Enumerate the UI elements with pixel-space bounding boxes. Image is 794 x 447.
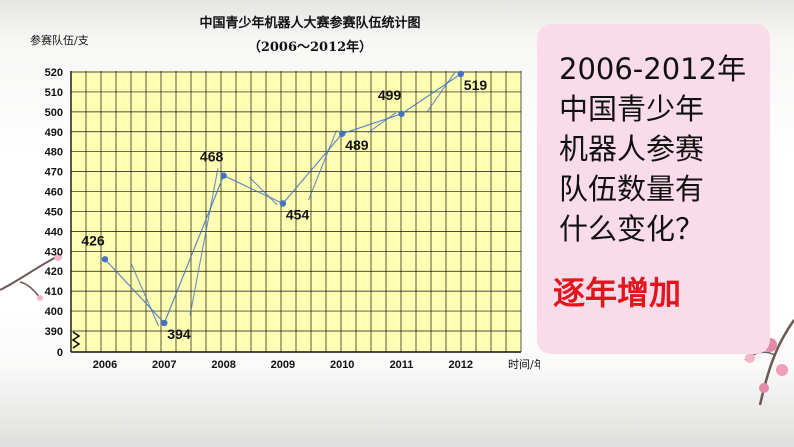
line-chart: 中国青少年机器人大赛参赛队伍统计图 （2006～2012年） 参赛队伍/支 时间… [30, 15, 540, 371]
series-line-segment-offset [367, 112, 397, 134]
series-line-segment-offset [308, 130, 338, 201]
x-tick-label: 2011 [390, 359, 414, 371]
data-label: 519 [464, 77, 488, 93]
question-line-5: 什么变化？ [559, 212, 705, 246]
x-tick-label: 2006 [93, 359, 117, 371]
y-tick-label: 490 [45, 127, 63, 139]
y-tick-label: 460 [45, 187, 63, 199]
x-tick-label: 2008 [211, 359, 235, 371]
series-point [339, 130, 346, 137]
y-tick-label: 500 [45, 107, 63, 119]
chart-title: 中国青少年机器人大赛参赛队伍统计图 [199, 15, 420, 31]
series-line-segment [223, 175, 284, 205]
series-line-segment-offset [189, 168, 219, 316]
data-label: 468 [200, 149, 224, 165]
series-line-segment-offset [426, 71, 456, 113]
data-label: 489 [345, 137, 369, 153]
series-point [398, 110, 405, 118]
series-line-segment-offset [248, 176, 278, 206]
data-label: 454 [286, 206, 310, 222]
answer-text: 逐年增加 [553, 274, 682, 312]
question-line-2: 中国青少年 [559, 92, 705, 126]
series-line-segment-offset [130, 262, 160, 327]
y-tick-label: 480 [45, 147, 63, 159]
x-tick-label: 2010 [330, 359, 354, 371]
y-tick-label: 510 [45, 87, 63, 99]
series-line-segment [401, 73, 462, 115]
y-tick-label: 410 [45, 286, 63, 298]
series-point [161, 319, 168, 327]
y-tick-label: 520 [45, 67, 63, 79]
question-line-3: 机器人参赛 [559, 132, 705, 166]
data-label: 426 [81, 232, 105, 248]
question-line-4: 队伍数量有 [559, 172, 705, 206]
x-axis-label: 时间/年 [508, 357, 540, 371]
y-tick-label: 390 [45, 326, 63, 338]
data-label: 394 [167, 326, 191, 342]
question-panel: 2006-2012年 中国青少年 机器人参赛 队伍数量有 什么变化？ 逐年增加 [537, 24, 770, 354]
x-tick-label: 2012 [449, 359, 473, 371]
x-tick-label: 2009 [271, 359, 295, 371]
y-tick-label: 420 [45, 266, 63, 278]
ink-wash-bottom [0, 367, 794, 447]
series-point [101, 256, 109, 263]
y-tick-label: 440 [45, 226, 63, 238]
y-axis-label: 参赛队伍/支 [30, 33, 89, 47]
y-tick-label: 400 [45, 306, 63, 318]
series-line-segment [282, 133, 343, 204]
series-point [457, 70, 464, 78]
y-tick-label: 470 [45, 167, 63, 179]
y-tick-label: 430 [45, 246, 63, 258]
plum-branch-left-decoration [0, 253, 62, 301]
series-point [220, 172, 227, 179]
y-tick-label: 0 [57, 347, 63, 359]
chart-subtitle: （2006～2012年） [248, 39, 372, 55]
data-label: 499 [378, 87, 402, 103]
y-tick-label: 450 [45, 206, 63, 218]
series-line-segment [163, 175, 225, 324]
series-point [279, 200, 287, 207]
series-line-segment [342, 113, 402, 135]
question-line-1: 2006-2012年 [559, 52, 747, 86]
axis-break-mark [71, 331, 81, 349]
x-tick-label: 2007 [152, 359, 176, 371]
series-line-segment [104, 258, 165, 324]
